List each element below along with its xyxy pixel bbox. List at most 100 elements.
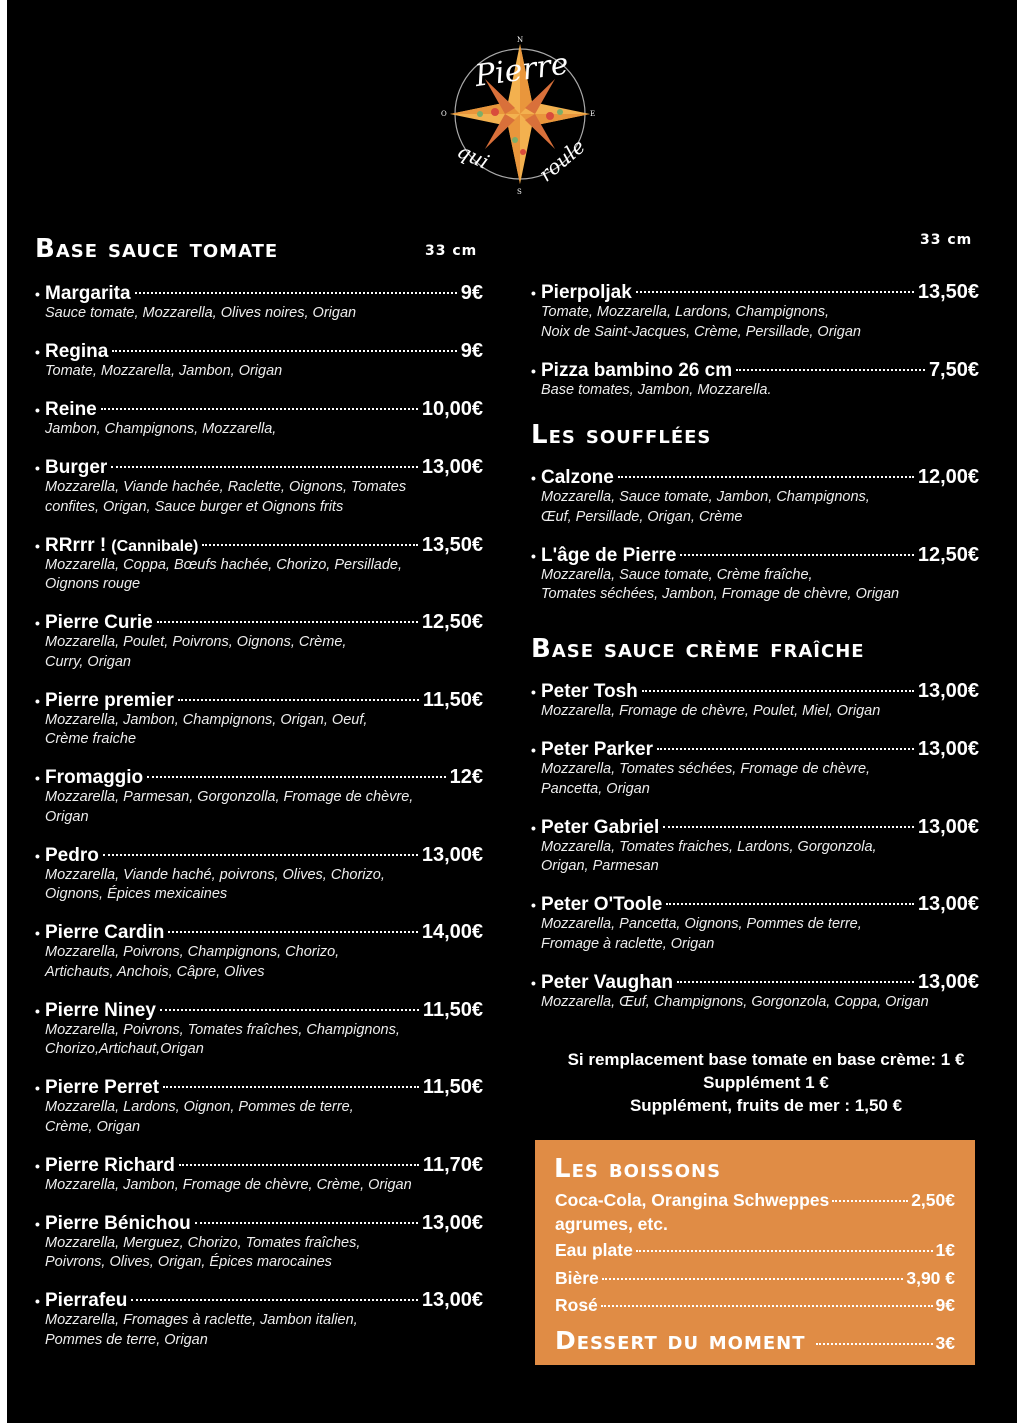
- menu-item: • Pierre Niney 11,50€ Mozzarella, Poivrons,…: [35, 999, 483, 1060]
- menu-item-row: • Pierre Bénichou 13,00€: [35, 1212, 483, 1234]
- item-price: 10,00€: [421, 398, 483, 420]
- item-name: Calzone: [541, 467, 614, 488]
- ingredients-line: Pancetta, Origan: [541, 780, 650, 797]
- menu-item: • Margarita 9€ Sauce tomate, Mozzarella, Ol…: [35, 282, 483, 324]
- item-price: 11,50€: [422, 998, 483, 1021]
- item-price: 13,50€: [421, 533, 483, 556]
- item-price: 13,50€: [917, 281, 979, 303]
- menu-item-row: • Pierre Curie 12,50€: [35, 611, 483, 633]
- menu-item: • Pierre Richard 11,70€ Mozzarella, Jambon,…: [35, 1154, 483, 1196]
- menu-item: • Pierre Bénichou 13,00€ Mozzarella, Mergue…: [35, 1212, 483, 1273]
- note-line: Supplément, fruits de mer : 1,50 €: [629, 1096, 903, 1115]
- dot-leader: [134, 292, 457, 294]
- dot-leader: [815, 1343, 933, 1345]
- menu-item-row: • Margarita 9€: [35, 282, 483, 304]
- dot-leader: [111, 466, 418, 468]
- menu-item: • Regina 9€ Tomate, Mozzarella, Jambon, Ori…: [35, 340, 483, 382]
- item-price: 11,50€: [422, 1076, 483, 1098]
- drinks-heading: Les boissons: [554, 1154, 722, 1184]
- item-price: 7,50€: [928, 358, 979, 381]
- drink-price: 1€: [935, 1240, 955, 1260]
- drink-name: Coca-Cola, Orangina Schweppes: [555, 1190, 830, 1210]
- dot-leader: [635, 291, 914, 293]
- item-name: RRrrr !: [45, 534, 107, 556]
- ingredients-line: Mozzarella, Coppa, Bœufs hachée, Chorizo…: [45, 556, 403, 573]
- item-ingredients: Tomate, Mozzarella, Jambon, Origan: [35, 362, 483, 382]
- size-label: 33 cm: [425, 243, 478, 259]
- menu-item-row: • Pierre premier 11,50€: [35, 689, 483, 711]
- svg-text:S: S: [517, 188, 522, 196]
- bullet-icon: •: [35, 1080, 40, 1096]
- item-ingredients: Mozzarella, Poulet, Poivrons, Oignons, C…: [35, 633, 483, 672]
- note-line: Si remplacement base tomate en base crèm…: [567, 1050, 965, 1069]
- tomate-pizza-list-continued: • Pierpoljak 13,50€ Tomate, Mozzarella, Lar…: [531, 281, 979, 417]
- item-name: Margarita: [45, 283, 131, 304]
- svg-text:E: E: [590, 110, 595, 118]
- menu-item: • L'âge de Pierre 12,50€ Mozzarella, Sauce …: [531, 544, 979, 605]
- ingredients-line: Tomate, Mozzarella, Lardons, Champignons…: [541, 304, 830, 320]
- drink-price: 2,50€: [911, 1190, 955, 1210]
- item-ingredients: Mozzarella, Œuf, Champignons, Gorgonzola…: [531, 993, 979, 1013]
- ingredients-line: Artichauts, Anchois, Câpre, Olives: [45, 963, 265, 980]
- drink-row: Rosé 9€: [555, 1295, 955, 1316]
- svg-text:roule: roule: [534, 134, 590, 186]
- bullet-icon: •: [35, 692, 40, 709]
- dot-leader: [131, 1299, 418, 1301]
- item-name: Peter O'Toole: [541, 894, 663, 915]
- item-price: 13,00€: [917, 970, 979, 993]
- item-ingredients: Mozzarella, Poivrons, Champignons, Chori…: [35, 943, 483, 982]
- item-name: Pierrafeu: [45, 1290, 128, 1311]
- menu-item-row: • Pierrafeu 13,00€: [35, 1289, 483, 1311]
- item-ingredients: Jambon, Champignons, Mozzarella,: [35, 420, 483, 440]
- bullet-icon: •: [35, 615, 40, 631]
- item-price: 13,00€: [421, 1289, 483, 1311]
- ingredients-line: Mozzarella, Sauce tomate, Jambon, Champi…: [541, 489, 870, 505]
- bullet-icon: •: [35, 770, 40, 786]
- bullet-icon: •: [531, 285, 536, 301]
- dot-leader: [168, 931, 418, 933]
- ingredients-line: Jambon, Champignons, Mozzarella,: [45, 421, 277, 437]
- dot-leader: [163, 1086, 419, 1088]
- item-ingredients: Mozzarella, Sauce tomate, Jambon, Champi…: [531, 488, 979, 527]
- menu-item-row: • Peter O'Toole 13,00€: [531, 893, 979, 915]
- item-price: 12,00€: [917, 466, 979, 488]
- ingredients-line: Pommes de terre, Origan: [45, 1331, 208, 1348]
- item-name: Pierre Niney: [45, 999, 156, 1021]
- drink-name: Bière: [555, 1268, 599, 1288]
- menu-item: • Peter Parker 13,00€ Mozzarella, Tomates s…: [531, 738, 979, 799]
- dot-leader: [159, 1008, 419, 1011]
- menu-item-row: • Peter Gabriel 13,00€: [531, 816, 979, 838]
- menu-item: • Peter Vaughan 13,00€ Mozzarella, Œuf, Cha…: [531, 971, 979, 1013]
- menu-item: • Pierpoljak 13,50€ Tomate, Mozzarella, Lar…: [531, 281, 979, 342]
- item-price: 11,50€: [422, 688, 483, 711]
- item-ingredients: Mozzarella, Pancetta, Oignons, Pommes de…: [531, 915, 979, 954]
- bullet-icon: •: [35, 460, 40, 476]
- bullet-icon: •: [35, 847, 40, 864]
- ingredients-line: Fromage à raclette, Origan: [541, 935, 715, 952]
- dot-leader: [635, 1250, 933, 1252]
- svg-text:N: N: [517, 36, 523, 44]
- drink-price: 9€: [935, 1295, 955, 1315]
- item-name: Fromaggio: [45, 767, 144, 788]
- item-ingredients: Mozzarella, Poivrons, Tomates fraîches, …: [35, 1021, 483, 1060]
- menu-item: • Reine 10,00€ Jambon, Champignons, Mozzare…: [35, 398, 483, 440]
- item-ingredients: Mozzarella, Tomates fraiches, Lardons, G…: [531, 838, 979, 877]
- dot-leader: [736, 368, 925, 371]
- drink-row: Coca-Cola, Orangina Schweppes 2,50€: [555, 1190, 955, 1211]
- item-name: Pierre Bénichou: [45, 1212, 191, 1234]
- item-price: 13,00€: [917, 738, 979, 760]
- bullet-icon: •: [531, 362, 536, 379]
- item-ingredients: Mozzarella, Viande haché, poivrons, Oliv…: [35, 866, 483, 905]
- ingredients-line: Mozzarella, Œuf, Champignons, Gorgonzola…: [541, 993, 929, 1010]
- menu-item-row: • Pierre Niney 11,50€: [35, 999, 483, 1021]
- menu-item-row: • Pierre Perret 11,50€: [35, 1076, 483, 1098]
- ingredients-line: Mozzarella, Poulet, Poivrons, Oignons, C…: [45, 634, 347, 650]
- item-price: 12€: [449, 766, 483, 788]
- ingredients-line: Poivrons, Olives, Origan, Épices marocai…: [45, 1254, 332, 1270]
- ingredients-line: Mozzarella, Sauce tomate, Crème fraîche,: [541, 566, 813, 583]
- bullet-icon: •: [35, 402, 40, 418]
- dessert-name: Dessert du moment: [555, 1326, 806, 1355]
- ingredients-line: Œuf, Persillade, Origan, Crème: [541, 508, 743, 525]
- item-ingredients: Tomate, Mozzarella, Lardons, Champignons…: [531, 303, 979, 342]
- ingredients-line: Mozzarella, Fromage de chèvre, Poulet, M…: [541, 703, 881, 719]
